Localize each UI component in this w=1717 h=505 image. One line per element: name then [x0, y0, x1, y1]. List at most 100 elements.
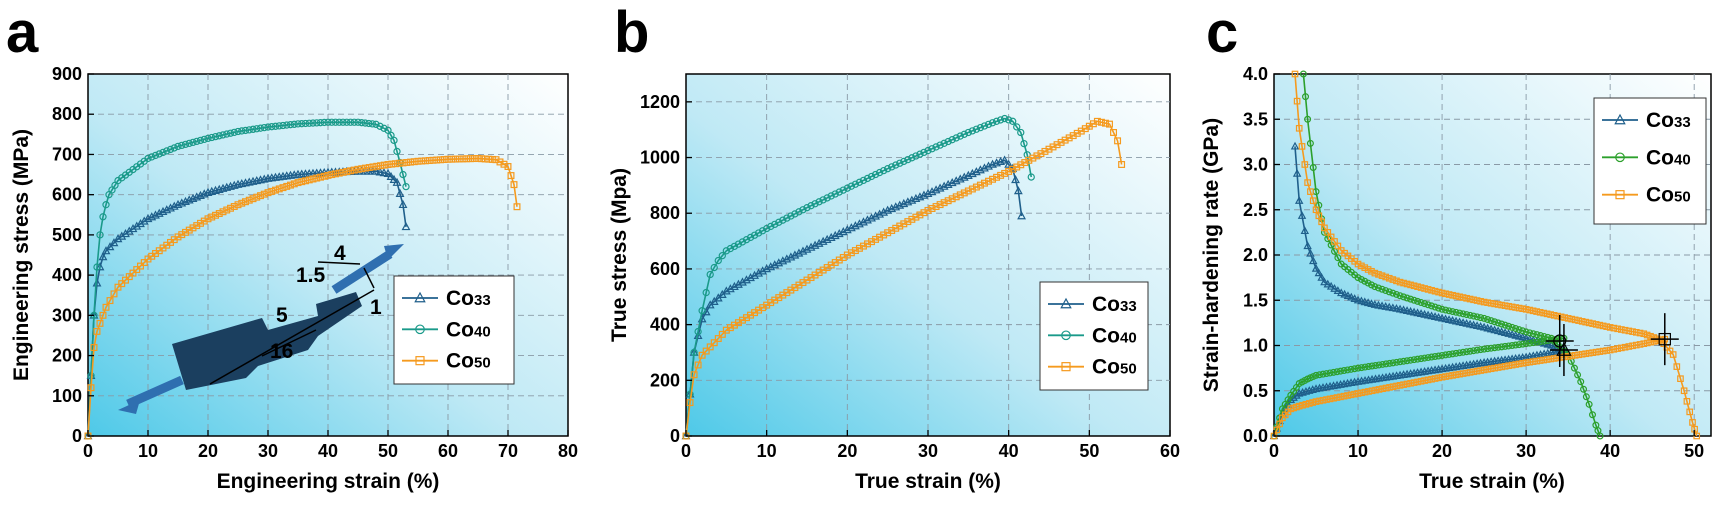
- data-point: [1057, 138, 1065, 146]
- data-point: [223, 206, 231, 214]
- data-point: [1333, 394, 1341, 401]
- panel-c: c 0 10 20 30 40 50 0.0 0.5 1.0 1.5 2.0 2.5 3.0 3.5 4.0…: [1200, 0, 1712, 493]
- data-point: [122, 276, 129, 284]
- data-point: [279, 184, 287, 192]
- data-point: [1025, 156, 1033, 164]
- intersection-point: [1556, 341, 1572, 356]
- data-point: [316, 119, 325, 127]
- data-point: [298, 120, 306, 128]
- data-point: [1001, 169, 1009, 177]
- data-point: [1375, 271, 1382, 278]
- data-point: [1350, 294, 1359, 302]
- data-point: [1101, 119, 1109, 127]
- data-point: [1385, 302, 1394, 311]
- data-point: [1487, 344, 1495, 352]
- data-point: [1431, 353, 1439, 361]
- data-point: [1000, 114, 1009, 123]
- data-point: [1307, 188, 1314, 195]
- data-point: [1371, 283, 1379, 291]
- data-point: [1392, 303, 1401, 312]
- data-point: [864, 240, 871, 248]
- data-point: [1632, 329, 1640, 336]
- data-point: [904, 218, 912, 226]
- data-point: [1368, 387, 1376, 395]
- data-point: [956, 191, 964, 199]
- data-point: [93, 263, 101, 271]
- data-point: [1361, 277, 1369, 285]
- data-point: [1312, 371, 1320, 379]
- data-point: [896, 159, 904, 167]
- data-point: [1374, 284, 1382, 292]
- data-point: [1013, 123, 1021, 131]
- data-point: [948, 136, 956, 144]
- panel-label-a: a: [6, 0, 39, 65]
- data-point: [1589, 320, 1596, 327]
- data-point: [253, 193, 261, 201]
- data-point: [1512, 341, 1520, 349]
- data-point: [1514, 331, 1524, 340]
- data-point: [1306, 139, 1314, 147]
- data-point: [734, 240, 743, 248]
- data-point: [1543, 356, 1551, 363]
- data-point: [401, 221, 411, 231]
- data-point: [208, 133, 216, 142]
- data-point: [1435, 374, 1442, 382]
- data-point: [362, 164, 369, 172]
- data-point: [1618, 344, 1625, 352]
- data-point: [1009, 117, 1017, 125]
- data-point: [1435, 304, 1443, 312]
- data-point: [287, 181, 294, 189]
- data-point: [1385, 274, 1393, 282]
- data-point: [347, 167, 354, 175]
- data-point: [1686, 408, 1694, 416]
- data-point: [1526, 306, 1533, 314]
- data-point: [1533, 357, 1540, 365]
- data-point: [245, 126, 253, 134]
- data-point: [1334, 254, 1342, 262]
- data-point: [888, 163, 896, 171]
- data-point: [1424, 354, 1432, 362]
- data-point: [1093, 117, 1101, 125]
- data-point: [876, 233, 884, 241]
- data-point: [1400, 357, 1408, 365]
- data-point: [1522, 305, 1530, 313]
- data-point: [884, 229, 892, 237]
- data-point: [242, 198, 249, 206]
- data-point: [686, 399, 694, 407]
- data-point: [1326, 281, 1336, 290]
- data-point: [851, 180, 860, 188]
- data-point: [1414, 297, 1422, 305]
- legend-label: Co50: [1646, 184, 1691, 207]
- data-point: [1498, 320, 1506, 328]
- data-point: [395, 188, 405, 197]
- y-tick-label: 0.0: [1243, 426, 1268, 446]
- data-point: [1480, 298, 1488, 306]
- data-point: [1037, 150, 1045, 158]
- data-point: [1480, 314, 1488, 322]
- data-point: [1340, 367, 1348, 375]
- data-point: [1610, 324, 1618, 332]
- data-point: [1582, 318, 1589, 326]
- intersection-marker: [1549, 324, 1578, 377]
- data-point: [960, 189, 968, 197]
- data-point: [1507, 329, 1517, 338]
- data-point: [750, 231, 759, 239]
- x-tick-label: 20: [198, 441, 218, 461]
- legend-label: Co40: [1092, 324, 1137, 347]
- data-point: [920, 209, 928, 217]
- panel-a: a 0 10 20 30 40 50 60 70 80010020030040050060070…: [6, 0, 578, 493]
- data-point: [365, 119, 373, 128]
- data-point: [1456, 370, 1463, 378]
- data-point: [1477, 297, 1484, 305]
- data-point: [1303, 241, 1312, 250]
- data-point: [1428, 353, 1436, 361]
- data-point: [1358, 364, 1366, 372]
- data-point: [1431, 375, 1439, 382]
- data-point: [1470, 347, 1478, 355]
- data-point: [185, 139, 193, 148]
- data-point: [1508, 342, 1516, 349]
- legend-marker: [1060, 297, 1072, 309]
- data-point: [402, 182, 410, 191]
- data-point: [380, 161, 388, 169]
- ticks-c: 0 10 20 30 40 50 0.0 0.5 1.0 1.5 2.0 2.5 3.0 3.5 4.0: [1243, 64, 1704, 461]
